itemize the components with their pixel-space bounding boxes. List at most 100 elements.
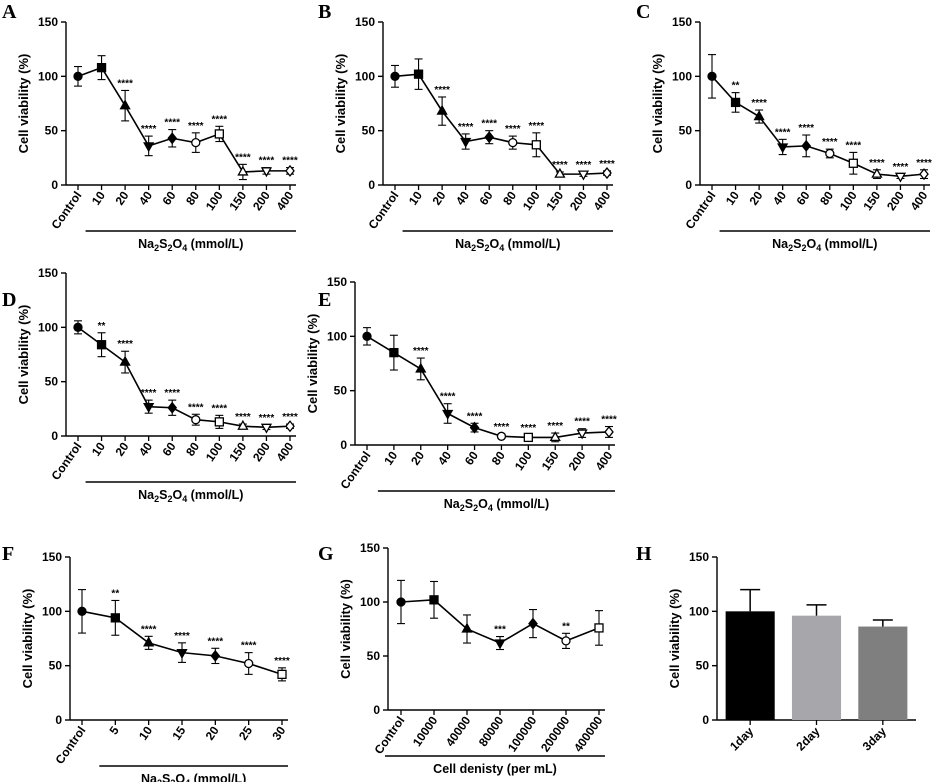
data-point-marker <box>531 140 541 150</box>
x-tick-label: 100 <box>512 448 535 473</box>
data-point-marker <box>730 97 741 108</box>
x-axis-title-part: 2 <box>167 243 172 253</box>
data-point-marker <box>469 421 480 434</box>
y-tick-label: 0 <box>51 429 58 443</box>
significance-label: **** <box>117 339 133 350</box>
significance-label: ** <box>562 621 570 632</box>
data-point-marker <box>143 403 155 413</box>
significance-label: **** <box>413 346 429 357</box>
significance-label: **** <box>141 624 157 635</box>
x-tick-label: 1day <box>727 724 756 753</box>
y-tick-label: 100 <box>42 604 62 618</box>
panel-letter: B <box>318 1 331 23</box>
x-axis-title: Na2S2O4 (mmol/L) <box>444 497 549 513</box>
x-tick-label: 100000 <box>505 713 540 754</box>
panel-letter: E <box>318 289 331 311</box>
x-tick-label: 3day <box>860 724 889 753</box>
x-axis-title-part: S <box>159 237 167 251</box>
significance-label: **** <box>282 412 298 423</box>
y-tick-label: 100 <box>327 329 347 343</box>
x-axis-title-part: 2 <box>460 503 465 513</box>
x-tick-label: Control <box>372 714 408 757</box>
x-tick-label: 60 <box>794 188 813 207</box>
data-point-marker <box>577 170 590 181</box>
x-axis-title-part: 4 <box>185 778 190 782</box>
significance-label: **** <box>869 158 885 169</box>
data-point-marker <box>848 158 858 168</box>
x-tick-label: 100 <box>203 188 226 213</box>
data-point-marker <box>508 137 518 148</box>
data-point-marker <box>210 649 221 662</box>
x-axis-title: Cell denisty (per mL) <box>433 762 557 776</box>
significance-label: **** <box>494 422 510 433</box>
x-axis-title: Na2S2O4 (mmol/L) <box>138 488 243 504</box>
x-tick-label: Control <box>338 449 374 492</box>
significance-label: **** <box>798 123 814 134</box>
significance-label: **** <box>547 421 563 432</box>
data-point-marker <box>894 172 907 183</box>
significance-label: **** <box>552 160 568 171</box>
x-axis-title-part: (mmol/L) <box>190 772 246 782</box>
x-axis-title-part: Na <box>772 237 789 251</box>
x-axis-title-part: (mmol/L) <box>187 237 243 251</box>
bar-2day <box>791 615 842 720</box>
x-axis-title: Na2S2O4 (mmol/L) <box>138 237 243 253</box>
x-tick-label: 20 <box>429 188 448 207</box>
x-tick-label: 150 <box>539 448 562 473</box>
significance-label: **** <box>846 140 862 151</box>
y-tick-label: 150 <box>360 541 380 555</box>
significance-label: **** <box>601 415 617 426</box>
y-tick-label: 50 <box>45 124 59 138</box>
x-tick-label: 10 <box>136 723 155 742</box>
y-tick-label: 150 <box>327 275 347 289</box>
data-point-marker <box>237 419 249 430</box>
data-point-marker <box>494 639 506 650</box>
x-tick-label: 40 <box>136 188 155 207</box>
significance-label: **** <box>529 121 545 132</box>
data-point-marker <box>594 623 604 633</box>
significance-label: **** <box>212 114 228 125</box>
data-point-marker <box>176 648 188 659</box>
data-point-marker <box>825 148 835 159</box>
y-axis-title: Cell viability (%) <box>667 589 682 689</box>
significance-label: **** <box>916 158 932 169</box>
significance-label: **** <box>164 388 180 399</box>
data-point-marker <box>390 71 400 81</box>
series-line <box>711 75 925 178</box>
data-point-marker <box>871 167 883 178</box>
y-tick-label: 100 <box>355 69 375 83</box>
x-tick-label: 200 <box>250 188 273 213</box>
x-axis-title-part: (mmol/L) <box>493 497 549 511</box>
x-axis-title-part: Na <box>138 488 155 502</box>
x-tick-label: 150 <box>543 188 566 213</box>
x-axis-title-part: 2 <box>484 243 489 253</box>
y-tick-label: 100 <box>689 604 709 618</box>
y-tick-label: 100 <box>360 595 380 609</box>
x-axis-title-part: Na <box>138 237 155 251</box>
significance-label: ** <box>111 588 119 599</box>
data-point-marker <box>167 132 178 145</box>
x-tick-label: 100 <box>203 439 226 464</box>
significance-label: **** <box>141 388 157 399</box>
x-tick-label: 150 <box>226 188 249 213</box>
data-point-marker <box>143 636 155 647</box>
y-tick-label: 0 <box>340 438 347 452</box>
x-tick-label: 30 <box>269 723 288 742</box>
data-point-marker <box>362 331 372 341</box>
series-line <box>366 335 610 439</box>
x-axis-title-part: 4 <box>182 243 187 253</box>
panel-letter: A <box>2 1 17 23</box>
panel-letter: G <box>318 543 334 565</box>
y-tick-label: 100 <box>38 320 58 334</box>
data-point-marker <box>285 420 295 433</box>
data-point-marker <box>73 71 83 81</box>
x-axis-title-part: 2 <box>473 503 478 513</box>
data-point-marker <box>429 595 439 605</box>
x-axis-title-part: Na <box>141 772 158 782</box>
panel-letter: D <box>2 289 16 311</box>
significance-label: **** <box>259 413 275 424</box>
significance-label: **** <box>505 124 521 135</box>
x-axis-title-part: 4 <box>488 503 493 513</box>
